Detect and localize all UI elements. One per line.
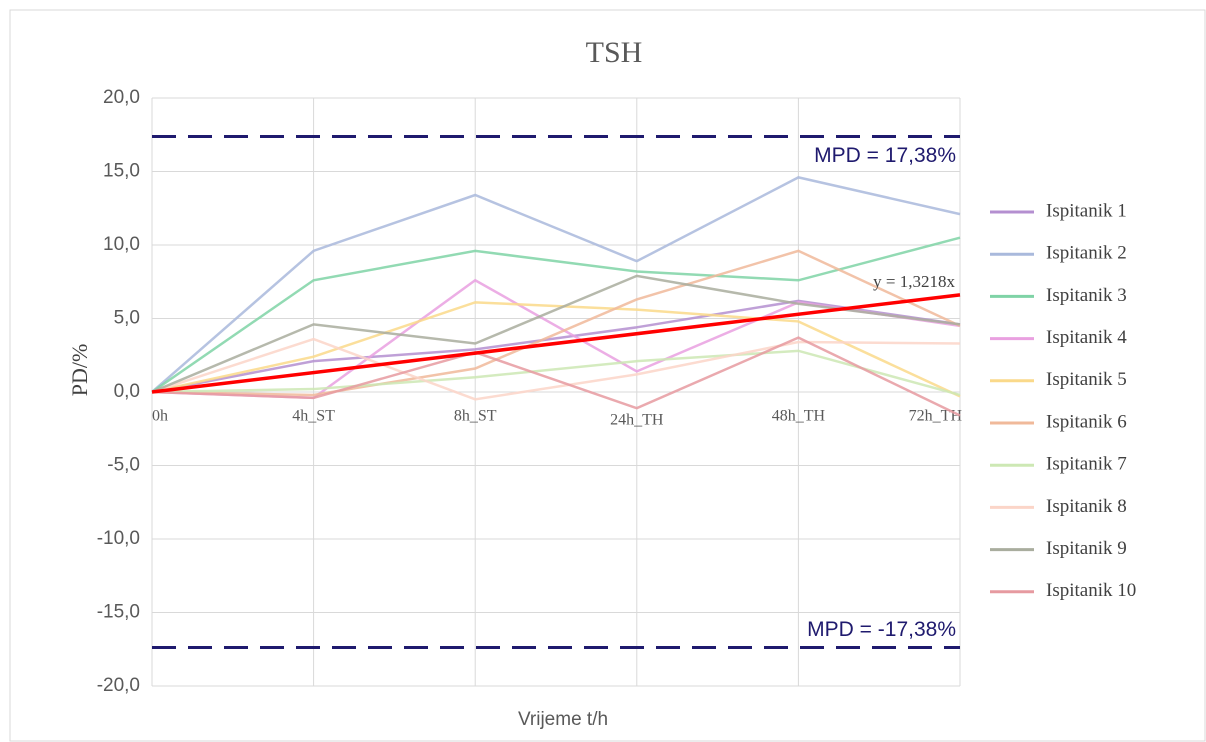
y-tick-label: 0,0 bbox=[114, 381, 140, 402]
series-line bbox=[151, 336, 961, 417]
legend-label: Ispitanik 4 bbox=[1046, 327, 1127, 348]
legend-label: Ispitanik 1 bbox=[1046, 200, 1127, 221]
legend-label: Ispitanik 10 bbox=[1046, 580, 1136, 601]
trendline-label: y = 1,3218x bbox=[873, 272, 955, 291]
x-axis-title: Vrijeme t/h bbox=[518, 709, 608, 730]
series-line bbox=[151, 249, 961, 397]
legend-label: Ispitanik 8 bbox=[1046, 496, 1127, 517]
series-line bbox=[151, 301, 961, 398]
series-line bbox=[151, 337, 961, 401]
y-tick-label: 20,0 bbox=[103, 87, 140, 108]
reference-label: MPD = -17,38% bbox=[807, 618, 956, 641]
y-axis-title: PD/% bbox=[67, 344, 92, 397]
series-line bbox=[151, 274, 961, 394]
reference-label: MPD = 17,38% bbox=[814, 144, 956, 167]
legend-label: Ispitanik 2 bbox=[1046, 243, 1127, 264]
chart-frame bbox=[9, 9, 1206, 742]
y-tick-label: 10,0 bbox=[103, 234, 140, 255]
y-tick-label: -15,0 bbox=[97, 602, 140, 623]
x-tick-label: 0h bbox=[152, 408, 168, 425]
legend-label: Ispitanik 9 bbox=[1046, 538, 1127, 559]
legend-label: Ispitanik 5 bbox=[1046, 369, 1127, 390]
x-tick-label: 4h_ST bbox=[292, 408, 335, 425]
legend-label: Ispitanik 7 bbox=[1046, 454, 1127, 475]
y-tick-label: -5,0 bbox=[107, 455, 140, 476]
x-tick-label: 72h_TH bbox=[909, 408, 963, 425]
y-tick-label: 5,0 bbox=[114, 308, 140, 329]
chart-title: TSH bbox=[586, 36, 643, 69]
y-tick-label: -10,0 bbox=[97, 528, 140, 549]
y-tick-label: 15,0 bbox=[103, 161, 140, 182]
series-line bbox=[151, 299, 961, 394]
series-line bbox=[151, 236, 961, 394]
series-line bbox=[151, 176, 961, 393]
x-tick-label: 24h_TH bbox=[610, 412, 664, 429]
y-tick-label: -20,0 bbox=[97, 675, 140, 696]
legend-label: Ispitanik 6 bbox=[1046, 411, 1127, 432]
x-tick-label: 8h_ST bbox=[454, 408, 497, 425]
trendline bbox=[151, 293, 961, 394]
x-tick-label: 48h_TH bbox=[772, 408, 826, 425]
legend-label: Ispitanik 3 bbox=[1046, 285, 1127, 306]
series-line bbox=[151, 349, 961, 397]
